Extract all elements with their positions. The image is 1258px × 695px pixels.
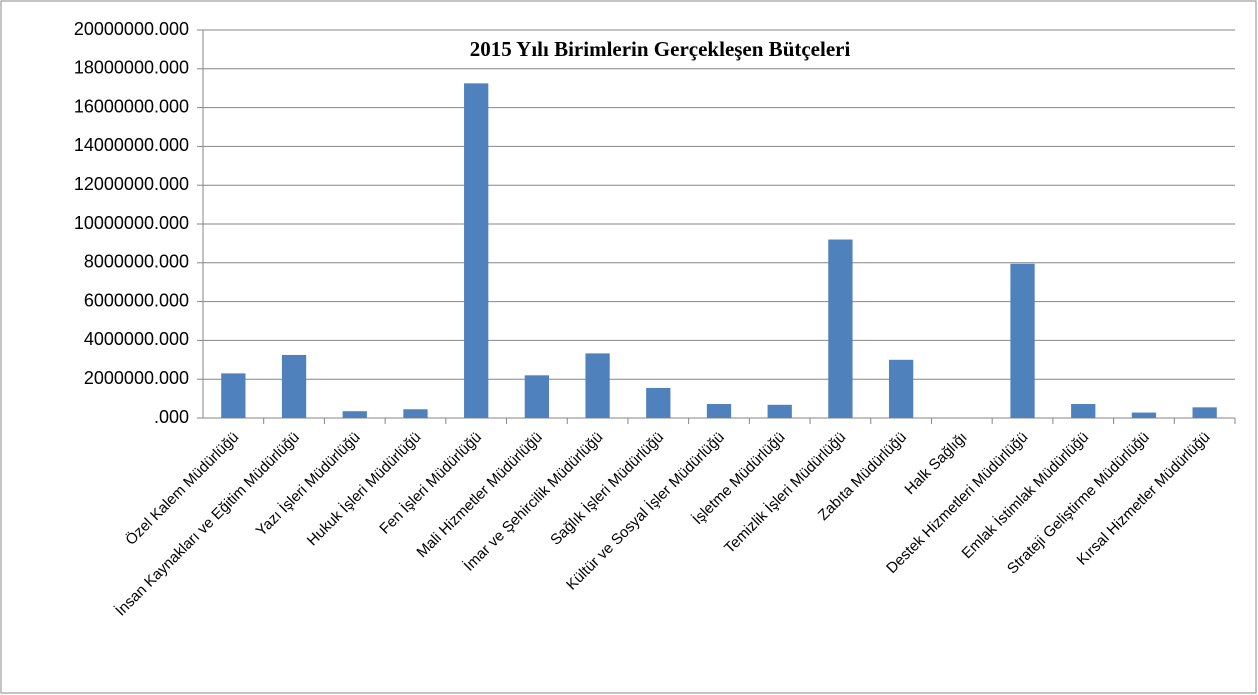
y-tick-label: 4000000.000 <box>84 329 189 349</box>
chart-title: 2015 Yılı Birimlerin Gerçekleşen Bütçele… <box>470 37 851 61</box>
bar <box>767 404 792 418</box>
bar <box>888 359 914 418</box>
y-tick-label: 12000000.000 <box>74 174 189 194</box>
bar <box>706 404 732 418</box>
y-tick-label: 2000000.000 <box>84 368 189 388</box>
y-tick-label: 20000000.000 <box>74 19 189 39</box>
bar <box>524 375 550 418</box>
bar <box>585 353 610 418</box>
y-tick-label: .000 <box>154 407 189 427</box>
y-tick-label: 18000000.000 <box>74 58 189 78</box>
bar <box>1071 404 1096 418</box>
y-tick-label: 16000000.000 <box>74 96 189 116</box>
bar <box>1131 412 1157 418</box>
bar <box>1010 263 1035 418</box>
bar <box>828 239 853 418</box>
bar <box>1192 407 1217 418</box>
y-tick-label: 6000000.000 <box>84 290 189 310</box>
bar <box>342 411 367 418</box>
bar <box>221 373 246 418</box>
bar <box>464 83 489 418</box>
bar <box>281 354 307 418</box>
bar <box>646 387 671 418</box>
y-tick-label: 14000000.000 <box>74 135 189 155</box>
y-tick-label: 10000000.000 <box>74 213 189 233</box>
y-tick-label: 8000000.000 <box>84 252 189 272</box>
bar <box>403 409 428 418</box>
